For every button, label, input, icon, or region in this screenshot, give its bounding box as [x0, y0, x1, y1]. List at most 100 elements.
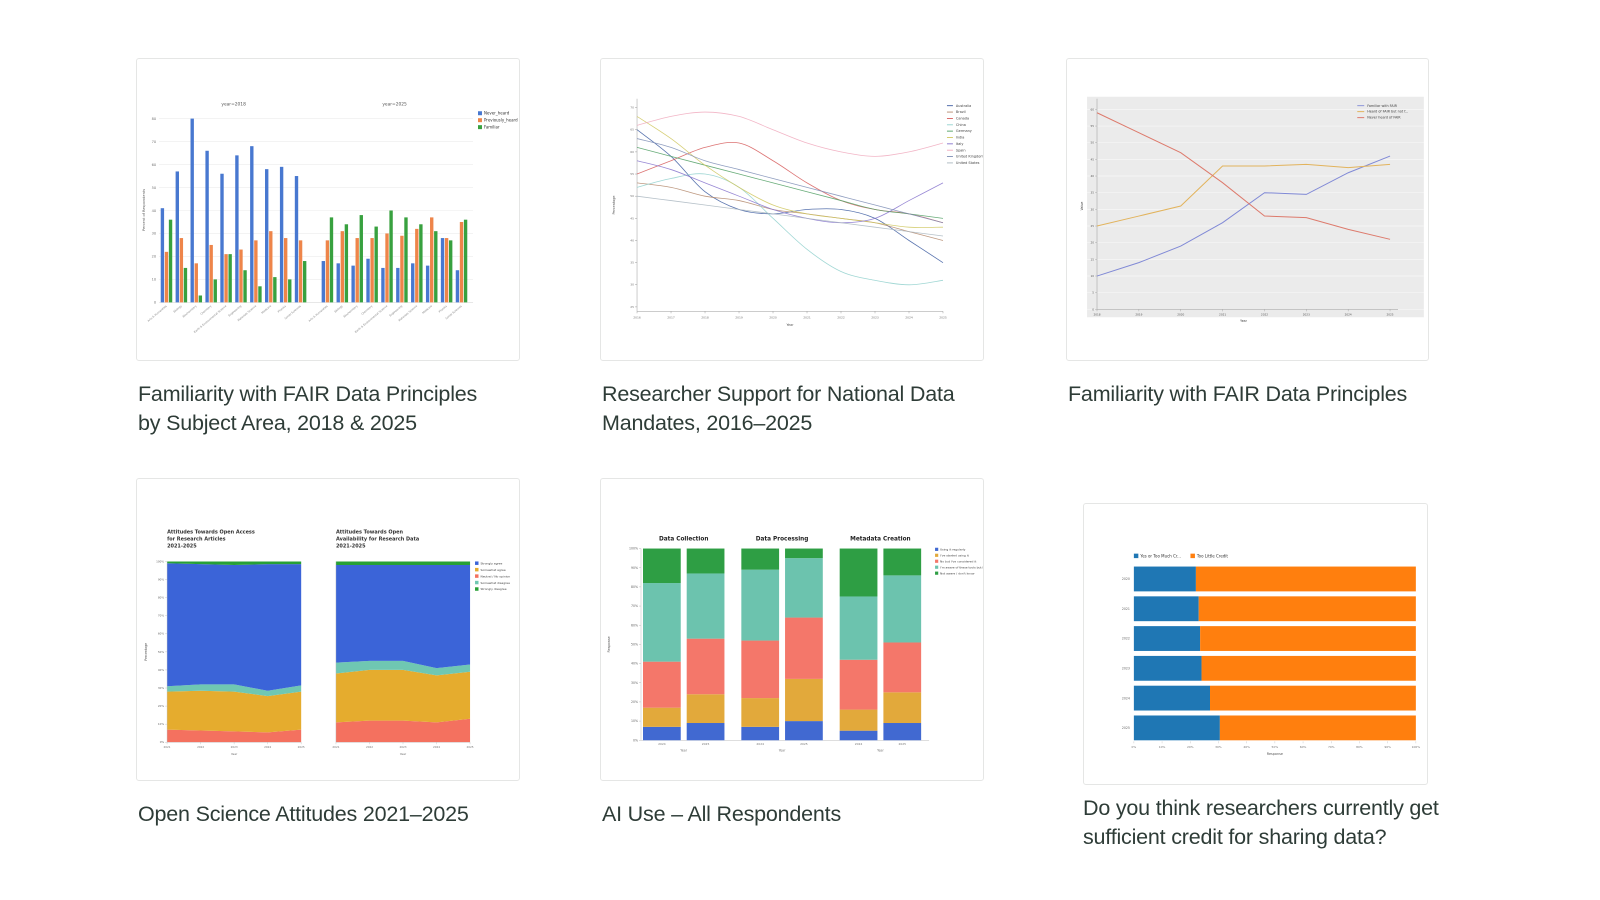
svg-text:Engineering: Engineering — [227, 304, 242, 318]
svg-text:80: 80 — [152, 117, 157, 121]
svg-text:25: 25 — [630, 305, 634, 309]
svg-text:Attitudes Towards Open Access: Attitudes Towards Open Access — [167, 530, 255, 536]
svg-text:2021: 2021 — [803, 315, 811, 319]
chart-thumbnail-fair-familiarity[interactable]: 0 5 10 15 20 25 30 35 40 45 50 55 60 2018 2019 2020 2021… — [1066, 58, 1429, 361]
svg-text:70%: 70% — [631, 604, 638, 608]
svg-text:2018: 2018 — [1093, 312, 1100, 316]
svg-text:70%: 70% — [158, 614, 165, 618]
svg-text:0: 0 — [154, 301, 157, 305]
svg-text:Medicine: Medicine — [260, 304, 272, 315]
svg-text:Chemistry: Chemistry — [199, 304, 212, 316]
svg-text:Year: Year — [779, 749, 786, 753]
chart-thumbnail-open-science[interactable]: Attitudes Towards Open Access for Researc… — [136, 478, 520, 781]
svg-text:Never_heard: Never_heard — [484, 111, 510, 116]
svg-text:2022: 2022 — [197, 745, 204, 749]
svg-text:Social Sciences: Social Sciences — [444, 304, 463, 321]
chart-caption: Researcher Support for National Data Man… — [602, 382, 955, 435]
svg-text:Physics: Physics — [277, 304, 288, 314]
chart-thumbnail-ai-use[interactable]: 0% 10% 20% 30% 40% 50% 60% 70% 80% 90% 100% Data Co… — [600, 478, 984, 781]
svg-text:Physics: Physics — [438, 304, 449, 314]
svg-text:40%: 40% — [1243, 745, 1250, 749]
svg-text:2023: 2023 — [399, 745, 406, 749]
svg-text:Year: Year — [680, 749, 687, 753]
svg-text:Italy: Italy — [956, 142, 964, 146]
svg-text:2025: 2025 — [1122, 726, 1130, 730]
svg-text:Germany: Germany — [956, 129, 972, 133]
svg-text:20: 20 — [152, 255, 157, 259]
svg-text:Year: Year — [786, 323, 794, 327]
svg-text:Australia: Australia — [956, 104, 971, 108]
svg-text:2025: 2025 — [702, 742, 710, 746]
svg-text:Year: Year — [400, 752, 407, 756]
svg-text:25: 25 — [1090, 224, 1094, 228]
svg-text:60: 60 — [152, 163, 157, 167]
svg-text:2021: 2021 — [164, 745, 171, 749]
svg-text:United States: United States — [956, 161, 980, 165]
svg-text:2023: 2023 — [871, 315, 879, 319]
svg-text:Year: Year — [877, 749, 884, 753]
svg-text:Metadata Creation: Metadata Creation — [850, 537, 910, 543]
svg-text:2023: 2023 — [1122, 667, 1130, 671]
svg-text:Engineering: Engineering — [388, 304, 403, 318]
data-credit-stacked-bar-chart: 2020 2021 2022 2023 2024 2025 0% 10% 20% 30% 40% 50… — [1122, 554, 1421, 757]
svg-text:Too Little Credit: Too Little Credit — [1196, 554, 1228, 559]
svg-text:Year: Year — [1240, 319, 1247, 323]
svg-text:90%: 90% — [1384, 745, 1391, 749]
svg-text:Canada: Canada — [956, 116, 969, 120]
svg-text:2025: 2025 — [298, 745, 305, 749]
svg-text:2024: 2024 — [1122, 696, 1130, 700]
svg-text:2021-2025: 2021-2025 — [336, 544, 366, 550]
svg-text:90%: 90% — [631, 566, 638, 570]
svg-text:20: 20 — [1090, 241, 1094, 245]
svg-text:100%: 100% — [1412, 745, 1421, 749]
svg-text:Previously_heard: Previously_heard — [484, 118, 518, 123]
svg-text:50: 50 — [630, 194, 634, 198]
svg-text:80%: 80% — [158, 596, 165, 600]
svg-text:2022: 2022 — [1261, 312, 1268, 316]
chart-caption: Do you think researchers currently get s… — [1083, 796, 1439, 849]
svg-text:50: 50 — [152, 186, 157, 190]
svg-text:Arts & Humanities: Arts & Humanities — [146, 304, 168, 323]
svg-text:35: 35 — [630, 261, 634, 265]
svg-text:Heard of FAIR but not f...: Heard of FAIR but not f... — [1367, 110, 1408, 114]
svg-text:30: 30 — [152, 232, 157, 236]
chart-thumbnail-national-mandates[interactable]: 25 30 35 40 45 50 55 60 65 70 2016 2017 2018 2019 2020… — [600, 58, 984, 361]
svg-text:50%: 50% — [158, 650, 165, 654]
svg-text:2019: 2019 — [1135, 312, 1142, 316]
svg-text:10%: 10% — [631, 719, 638, 723]
svg-text:No but I've considered it: No but I've considered it — [940, 559, 977, 563]
ai-use-stacked-bar-chart: 0% 10% 20% 30% 40% 50% 60% 70% 80% 90% 100% Data Co… — [607, 537, 983, 753]
svg-text:Year: Year — [231, 752, 238, 756]
svg-text:Data Collection: Data Collection — [659, 537, 708, 543]
svg-text:10%: 10% — [158, 722, 165, 726]
svg-text:United Kingdom: United Kingdom — [956, 155, 983, 159]
svg-text:2021: 2021 — [332, 745, 339, 749]
svg-text:Arts & Humanities: Arts & Humanities — [307, 304, 329, 323]
svg-text:Response: Response — [1267, 752, 1283, 756]
svg-text:50%: 50% — [1272, 745, 1279, 749]
svg-text:Response: Response — [607, 636, 611, 652]
svg-text:Neutral / No opinion: Neutral / No opinion — [480, 574, 510, 578]
svg-text:30: 30 — [1090, 207, 1094, 211]
svg-text:50: 50 — [1090, 141, 1094, 145]
svg-text:2017: 2017 — [667, 315, 675, 319]
svg-text:2024: 2024 — [658, 742, 666, 746]
svg-text:2023: 2023 — [231, 745, 238, 749]
svg-text:2021: 2021 — [1219, 312, 1226, 316]
svg-text:15: 15 — [1090, 257, 1094, 261]
chart-thumbnail-data-credit[interactable]: 2020 2021 2022 2023 2024 2025 0% 10% 20% 30% 40% 50… — [1083, 503, 1428, 785]
svg-text:Never heard of FAIR: Never heard of FAIR — [1367, 116, 1401, 120]
svg-text:year=2018: year=2018 — [221, 102, 246, 108]
svg-text:2023: 2023 — [1303, 312, 1310, 316]
svg-text:20%: 20% — [158, 704, 165, 708]
svg-text:40: 40 — [1090, 174, 1094, 178]
svg-text:60: 60 — [1090, 107, 1094, 111]
svg-text:2021: 2021 — [1122, 607, 1130, 611]
svg-text:2025: 2025 — [1387, 312, 1394, 316]
svg-text:70: 70 — [152, 140, 157, 144]
svg-text:50%: 50% — [631, 642, 638, 646]
chart-thumbnail-fair-by-subject[interactable]: 0 10 20 30 40 50 60 70 80 year=2018 Arts & Humanit… — [136, 58, 520, 361]
svg-text:Value: Value — [1080, 202, 1084, 211]
svg-text:30%: 30% — [1215, 745, 1222, 749]
